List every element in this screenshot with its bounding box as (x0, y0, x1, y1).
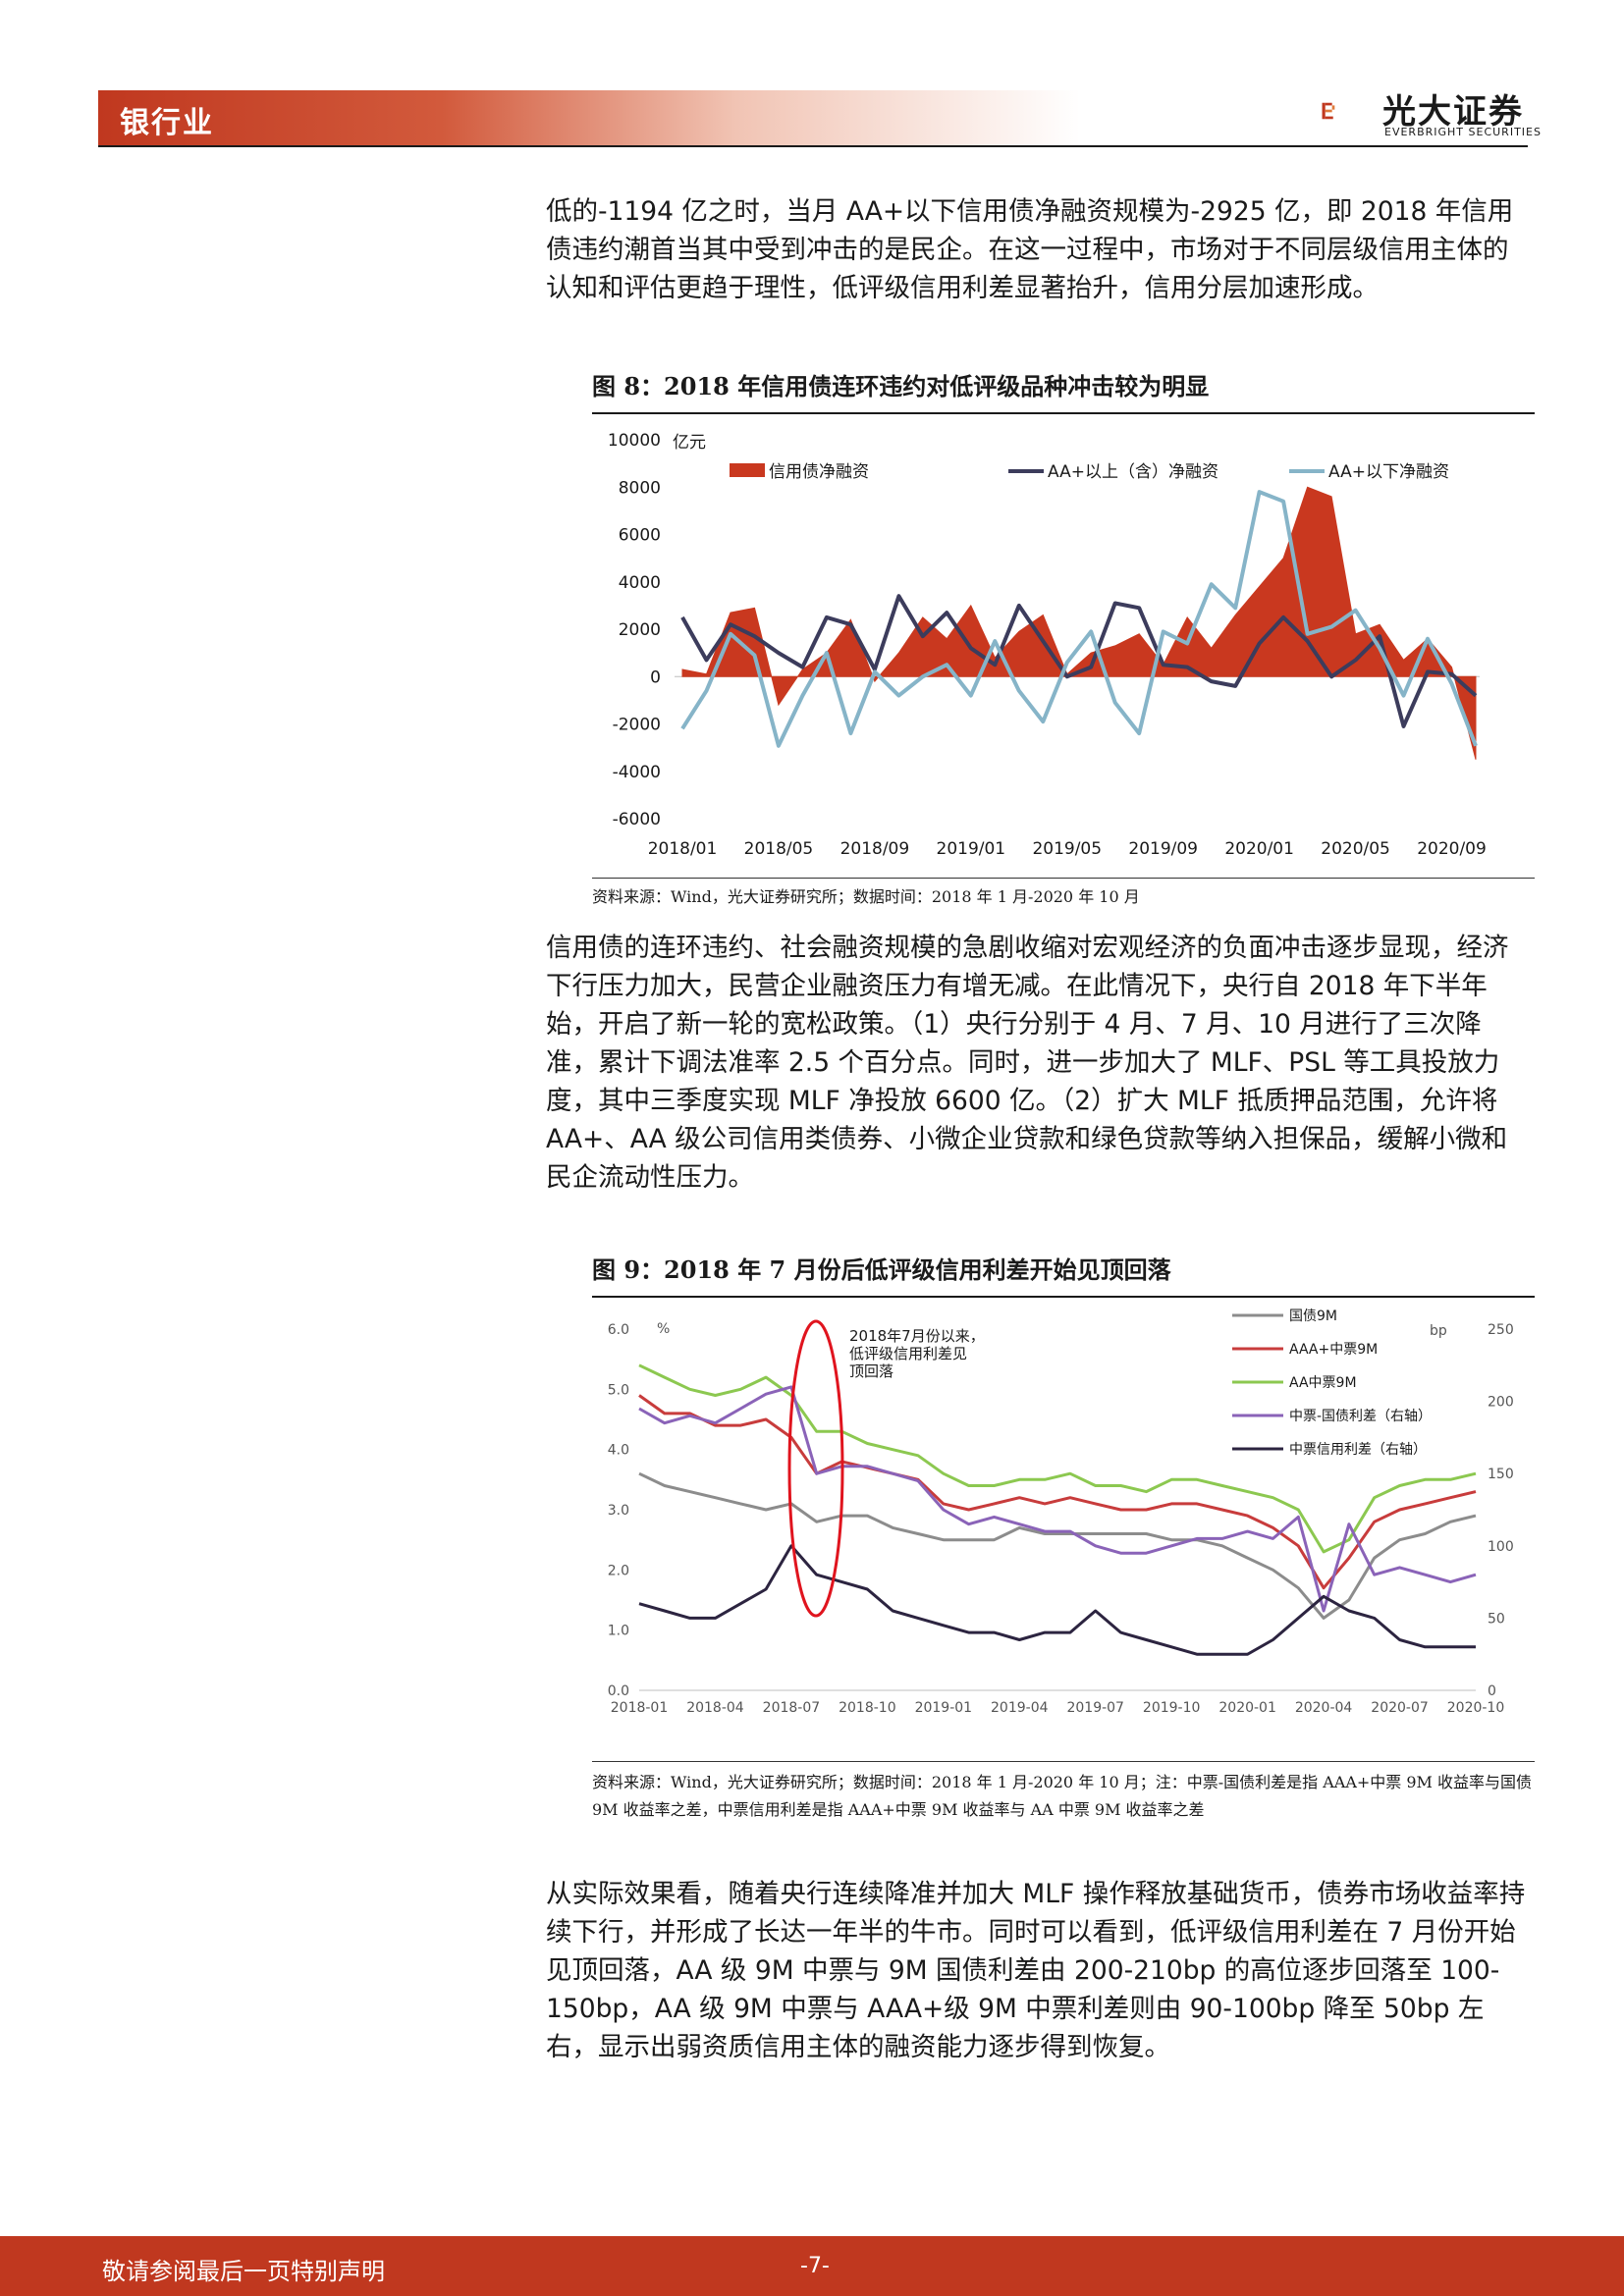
x-tick-label: 2020/09 (1417, 839, 1487, 859)
legend-label: 中票-国债利差（右轴） (1289, 1409, 1432, 1424)
series-line-2 (638, 1363, 1477, 1554)
y-tick-label: 10000 (608, 431, 661, 451)
legend-label: AAA+中票9M (1289, 1342, 1378, 1358)
figure-8-bottom-rule (592, 878, 1535, 879)
y2-tick-label: 100 (1488, 1539, 1514, 1555)
y-axis-unit: % (657, 1321, 670, 1337)
section-title: 银行业 (120, 106, 214, 140)
figure-8-top-rule (592, 412, 1535, 414)
x-tick-label: 2019-10 (1143, 1700, 1201, 1716)
y-tick-label: 1.0 (608, 1624, 629, 1639)
figure-8-source: 资料来源：Wind，光大证券研究所；数据时间：2018 年 1 月-2020 年… (592, 887, 1140, 906)
page-number: -7- (800, 2254, 830, 2278)
series-line-0 (638, 1471, 1477, 1620)
footer-disclaimer: 敬请参阅最后一页特别声明 (102, 2258, 385, 2285)
x-tick-label: 2020/01 (1224, 839, 1294, 859)
y-tick-label: 4.0 (608, 1443, 629, 1459)
logo-chinese-name: 光大证券 (1382, 92, 1524, 132)
y-tick-label: 3.0 (608, 1503, 629, 1519)
x-tick-label: 2018-01 (611, 1700, 669, 1716)
x-tick-label: 2019/09 (1128, 839, 1198, 859)
figure-8-title: 图 8：2018 年信用债连环违约对低评级品种冲击较为明显 (592, 372, 1210, 400)
y-tick-label: -2000 (613, 716, 661, 735)
body-paragraph-3: 从实际效果看，随着央行连续降准并加大 MLF 操作释放基础货币，债券市场收益率持… (546, 1879, 1526, 2062)
y-tick-label: 6.0 (608, 1322, 629, 1338)
series-line-1 (638, 1394, 1477, 1590)
series-line-3 (638, 1385, 1477, 1613)
y-tick-label: 6000 (619, 526, 661, 546)
y-tick-label: 4000 (619, 573, 661, 593)
legend-label: 信用债净融资 (769, 462, 869, 482)
y2-tick-label: 200 (1488, 1395, 1514, 1411)
y2-axis-unit: bp (1430, 1323, 1447, 1339)
x-tick-label: 2020-07 (1371, 1700, 1429, 1716)
y2-tick-label: 0 (1488, 1683, 1496, 1699)
figure-9-top-rule (592, 1296, 1535, 1298)
x-tick-label: 2019/05 (1032, 839, 1102, 859)
x-tick-label: 2018/01 (648, 839, 718, 859)
body-paragraph-1: 低的-1194 亿之时，当月 AA+以下信用债净融资规模为-2925 亿，即 2… (546, 196, 1514, 303)
series-line-2 (680, 490, 1478, 748)
x-tick-label: 2018-10 (839, 1700, 896, 1716)
y-tick-label: 0 (650, 667, 661, 687)
figure-9-source: 资料来源：Wind，光大证券研究所；数据时间：2018 年 1 月-2020 年… (592, 1773, 1533, 1819)
header-band (98, 90, 1080, 145)
y-tick-label: 5.0 (608, 1382, 629, 1398)
legend-label: AA中票9M (1289, 1375, 1357, 1391)
y-tick-label: 8000 (619, 478, 661, 498)
legend-label: AA+以上（含）净融资 (1048, 462, 1218, 482)
y2-tick-label: 150 (1488, 1467, 1514, 1482)
y2-tick-label: 250 (1488, 1322, 1514, 1338)
figure-9-title: 图 9：2018 年 7 月份后低评级信用利差开始见顶回落 (592, 1255, 1171, 1284)
y-axis-unit: 亿元 (673, 433, 706, 453)
y-tick-label: -4000 (613, 763, 661, 782)
y-tick-label: -6000 (613, 810, 661, 829)
x-tick-label: 2018/09 (840, 839, 910, 859)
everbright-logo-icon (1322, 102, 1335, 120)
annotation-ellipse (787, 1319, 844, 1618)
header-divider (98, 145, 1528, 147)
legend-label: AA+以下净融资 (1328, 462, 1449, 482)
x-tick-label: 2020-04 (1295, 1700, 1353, 1716)
x-tick-label: 2019-04 (991, 1700, 1049, 1716)
y2-tick-label: 50 (1488, 1611, 1505, 1627)
annotation-text: 顶回落 (849, 1362, 893, 1380)
figure-9-bottom-rule (592, 1761, 1535, 1762)
x-tick-label: 2019-07 (1066, 1700, 1124, 1716)
legend-label: 国债9M (1289, 1308, 1337, 1324)
series-line-4 (638, 1544, 1476, 1656)
x-tick-label: 2018-04 (686, 1700, 744, 1716)
y-tick-label: 2000 (619, 620, 661, 640)
x-tick-label: 2020-10 (1447, 1700, 1505, 1716)
legend-label: 中票信用利差（右轴） (1289, 1442, 1427, 1458)
figure-9-chart: 0.0 1.0 2.0 3.0 4.0 5.0 6.0 0 50 100 150 200 250% bp 2… (608, 1308, 1514, 1716)
x-tick-label: 2020-01 (1218, 1700, 1276, 1716)
x-tick-label: 2020/05 (1321, 839, 1390, 859)
body-paragraph-2: 信用债的连环违约、社会融资规模的急剧收缩对宏观经济的负面冲击逐步显现，经济下行压… (546, 933, 1509, 1193)
y-tick-label: 0.0 (608, 1683, 629, 1699)
x-tick-label: 2018-07 (763, 1700, 821, 1716)
legend-swatch (730, 463, 765, 477)
figure-8-chart: -6000 -4000 -2000 0 2000 4000 6000 8000 10000 亿元 2… (608, 431, 1487, 859)
logo-english-name: EVERBRIGHT SECURITIES (1384, 126, 1542, 138)
annotation-text: 2018年7月份以来， (849, 1327, 985, 1345)
annotation-text: 低评级信用利差见 (849, 1345, 967, 1362)
series-area-credit-bond-net-financing (681, 486, 1477, 760)
x-tick-label: 2018/05 (744, 839, 814, 859)
footer-band (0, 2236, 1624, 2296)
series-line-1 (680, 594, 1478, 728)
y-tick-label: 2.0 (608, 1563, 629, 1578)
x-tick-label: 2019-01 (915, 1700, 973, 1716)
x-tick-label: 2019/01 (937, 839, 1006, 859)
